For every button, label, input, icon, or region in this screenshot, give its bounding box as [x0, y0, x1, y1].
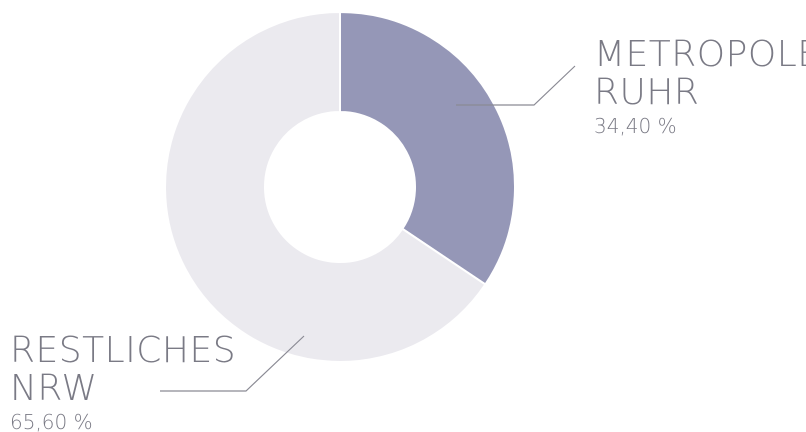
label-restliches-nrw: RESTLICHES NRW 65,60 %	[10, 332, 236, 432]
data-label-metropole-ruhr: 34,40 %	[594, 114, 677, 138]
slice-label-restliches-nrw: RESTLICHES NRW	[10, 330, 237, 409]
slice-label-metropole-ruhr: METROPOLE RUHR	[594, 34, 806, 113]
label-metropole-ruhr: METROPOLE RUHR 34,40 %	[594, 34, 806, 139]
leader-line-metropole-ruhr	[456, 65, 576, 106]
slice-restliches-nrw	[164, 10, 487, 363]
data-label-restliches-nrw: 65,60 %	[10, 410, 93, 432]
leader-line-restliches-nrw	[160, 335, 305, 392]
slice-metropole-ruhr	[339, 10, 516, 286]
